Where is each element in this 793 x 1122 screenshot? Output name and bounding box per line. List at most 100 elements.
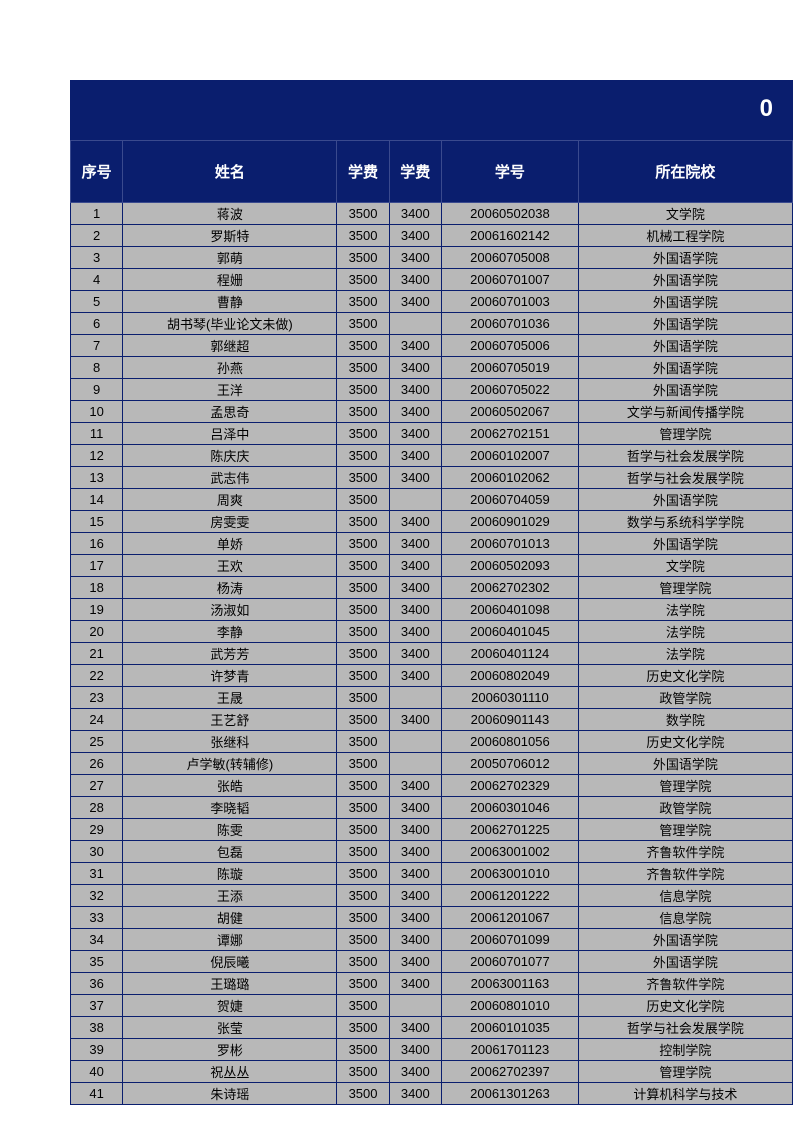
table-row: 35倪辰曦3500340020060701077外国语学院 (71, 951, 793, 973)
table-cell: 20060802049 (441, 665, 578, 687)
table-cell: 20060801056 (441, 731, 578, 753)
header-name: 姓名 (123, 141, 337, 203)
table-cell: 3400 (389, 863, 441, 885)
table-row: 12陈庆庆3500340020060102007哲学与社会发展学院 (71, 445, 793, 467)
header-seq: 序号 (71, 141, 123, 203)
table-cell: 3500 (337, 445, 389, 467)
table-cell: 计算机科学与技术 (578, 1083, 792, 1105)
table-cell: 20060705008 (441, 247, 578, 269)
table-cell: 3500 (337, 203, 389, 225)
table-cell: 3400 (389, 819, 441, 841)
table-cell: 政管学院 (578, 797, 792, 819)
table-cell: 罗彬 (123, 1039, 337, 1061)
table-row: 36王璐璐3500340020063001163齐鲁软件学院 (71, 973, 793, 995)
table-cell: 法学院 (578, 621, 792, 643)
table-row: 19汤淑如3500340020060401098法学院 (71, 599, 793, 621)
table-cell: 3500 (337, 731, 389, 753)
table-cell: 齐鲁软件学院 (578, 863, 792, 885)
table-cell: 杨涛 (123, 577, 337, 599)
table-cell: 哲学与社会发展学院 (578, 445, 792, 467)
table-cell: 文学院 (578, 203, 792, 225)
table-cell: 外国语学院 (578, 951, 792, 973)
table-cell: 哲学与社会发展学院 (578, 1017, 792, 1039)
table-cell: 3500 (337, 709, 389, 731)
table-cell: 外国语学院 (578, 929, 792, 951)
table-cell: 12 (71, 445, 123, 467)
table-cell: 20062702151 (441, 423, 578, 445)
table-cell: 管理学院 (578, 577, 792, 599)
table-cell: 3500 (337, 621, 389, 643)
table-cell: 20060704059 (441, 489, 578, 511)
table-row: 38张莹3500340020060101035哲学与社会发展学院 (71, 1017, 793, 1039)
table-cell: 许梦青 (123, 665, 337, 687)
table-row: 27张皓3500340020062702329管理学院 (71, 775, 793, 797)
table-row: 10孟思奇3500340020060502067文学与新闻传播学院 (71, 401, 793, 423)
table-cell: 20063001010 (441, 863, 578, 885)
table-cell: 外国语学院 (578, 489, 792, 511)
table-cell: 20050706012 (441, 753, 578, 775)
table-row: 29陈雯3500340020062701225管理学院 (71, 819, 793, 841)
table-cell: 3500 (337, 929, 389, 951)
table-row: 8孙燕3500340020060705019外国语学院 (71, 357, 793, 379)
table-cell: 外国语学院 (578, 533, 792, 555)
table-cell: 3400 (389, 401, 441, 423)
table-cell: 外国语学院 (578, 753, 792, 775)
table-cell: 3500 (337, 313, 389, 335)
table-cell: 20060301110 (441, 687, 578, 709)
table-cell: 21 (71, 643, 123, 665)
table-cell: 王艺舒 (123, 709, 337, 731)
table-cell: 20061701123 (441, 1039, 578, 1061)
table-row: 5曹静3500340020060701003外国语学院 (71, 291, 793, 313)
table-cell: 3400 (389, 555, 441, 577)
table-cell: 3400 (389, 1061, 441, 1083)
table-cell: 27 (71, 775, 123, 797)
table-row: 24王艺舒3500340020060901143数学院 (71, 709, 793, 731)
table-cell: 3500 (337, 951, 389, 973)
table-cell: 3500 (337, 907, 389, 929)
table-cell: 14 (71, 489, 123, 511)
table-cell: 历史文化学院 (578, 731, 792, 753)
table-cell: 管理学院 (578, 819, 792, 841)
table-row: 15房雯雯3500340020060901029数学与系统科学学院 (71, 511, 793, 533)
table-container: 0 序号 姓名 学费 学费 学号 所在院校 1蒋波350034002006050… (70, 80, 793, 1105)
table-row: 9王洋3500340020060705022外国语学院 (71, 379, 793, 401)
table-row: 28李晓韬3500340020060301046政管学院 (71, 797, 793, 819)
table-cell: 3400 (389, 269, 441, 291)
table-row: 32王添3500340020061201222信息学院 (71, 885, 793, 907)
table-cell: 外国语学院 (578, 269, 792, 291)
table-cell: 3400 (389, 577, 441, 599)
table-row: 30包磊3500340020063001002齐鲁软件学院 (71, 841, 793, 863)
table-cell: 20060502038 (441, 203, 578, 225)
table-row: 39罗彬3500340020061701123控制学院 (71, 1039, 793, 1061)
table-cell: 3400 (389, 951, 441, 973)
table-cell: 3500 (337, 1061, 389, 1083)
table-cell: 20060102062 (441, 467, 578, 489)
table-cell: 3400 (389, 665, 441, 687)
table-cell: 3500 (337, 225, 389, 247)
header-fee1: 学费 (337, 141, 389, 203)
table-cell: 6 (71, 313, 123, 335)
table-cell: 39 (71, 1039, 123, 1061)
table-cell: 30 (71, 841, 123, 863)
table-cell: 罗斯特 (123, 225, 337, 247)
table-cell: 3400 (389, 467, 441, 489)
table-cell: 外国语学院 (578, 379, 792, 401)
table-row: 2罗斯特3500340020061602142机械工程学院 (71, 225, 793, 247)
table-cell: 20060502093 (441, 555, 578, 577)
table-cell: 20060502067 (441, 401, 578, 423)
table-cell: 20060102007 (441, 445, 578, 467)
table-row: 22许梦青3500340020060802049历史文化学院 (71, 665, 793, 687)
table-cell: 王添 (123, 885, 337, 907)
table-cell: 外国语学院 (578, 357, 792, 379)
table-cell: 20060705019 (441, 357, 578, 379)
table-cell: 28 (71, 797, 123, 819)
table-cell: 哲学与社会发展学院 (578, 467, 792, 489)
table-cell: 郭继超 (123, 335, 337, 357)
table-cell: 孟思奇 (123, 401, 337, 423)
table-cell: 20061301263 (441, 1083, 578, 1105)
table-cell: 武志伟 (123, 467, 337, 489)
table-cell: 20 (71, 621, 123, 643)
table-cell: 张继科 (123, 731, 337, 753)
table-cell: 控制学院 (578, 1039, 792, 1061)
table-cell: 20063001163 (441, 973, 578, 995)
